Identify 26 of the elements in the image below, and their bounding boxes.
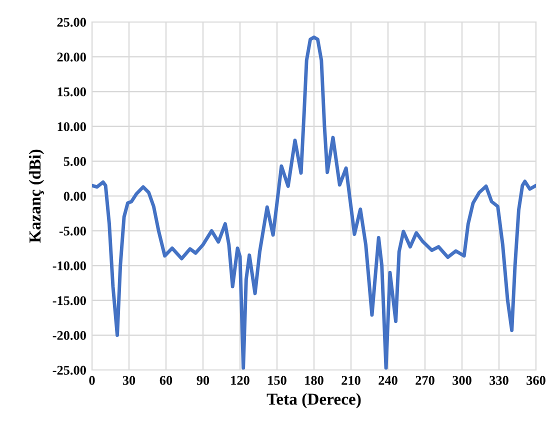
y-tick-label: 10.00 — [58, 122, 86, 132]
x-tick-label: 270 — [416, 376, 434, 385]
y-tick-label: 25.00 — [57, 18, 86, 27]
y-axis-title: Kazanç (dBi) — [28, 150, 44, 243]
y-tick-label: 5.00 — [64, 157, 86, 166]
x-tick-label: 210 — [342, 376, 360, 385]
x-tick-label: 240 — [378, 376, 398, 385]
y-tick-label: -20.00 — [52, 331, 86, 340]
x-tick-label: 330 — [490, 376, 508, 385]
y-tick-label: 0.00 — [64, 192, 86, 201]
x-tick-label: 0 — [89, 376, 95, 385]
x-tick-label: 150 — [268, 376, 286, 385]
y-tick-label: -15.00 — [52, 296, 86, 306]
y-tick-label: 15.00 — [58, 87, 86, 96]
x-axis-title: Teta (Derece) — [266, 393, 361, 408]
y-tick-label: 20.00 — [57, 52, 86, 62]
y-tick-label: -25.00 — [52, 366, 86, 375]
y-tick-label: -10.00 — [52, 261, 86, 270]
x-tick-label: 180 — [305, 376, 324, 385]
y-tick-label: -5.00 — [59, 226, 86, 236]
x-tick-label: 300 — [452, 376, 472, 385]
x-tick-label: 120 — [231, 376, 250, 385]
x-tick-label: 360 — [526, 376, 546, 385]
x-tick-label: 90 — [196, 376, 210, 385]
x-tick-label: 30 — [122, 376, 136, 385]
x-tick-label: 60 — [160, 376, 172, 385]
